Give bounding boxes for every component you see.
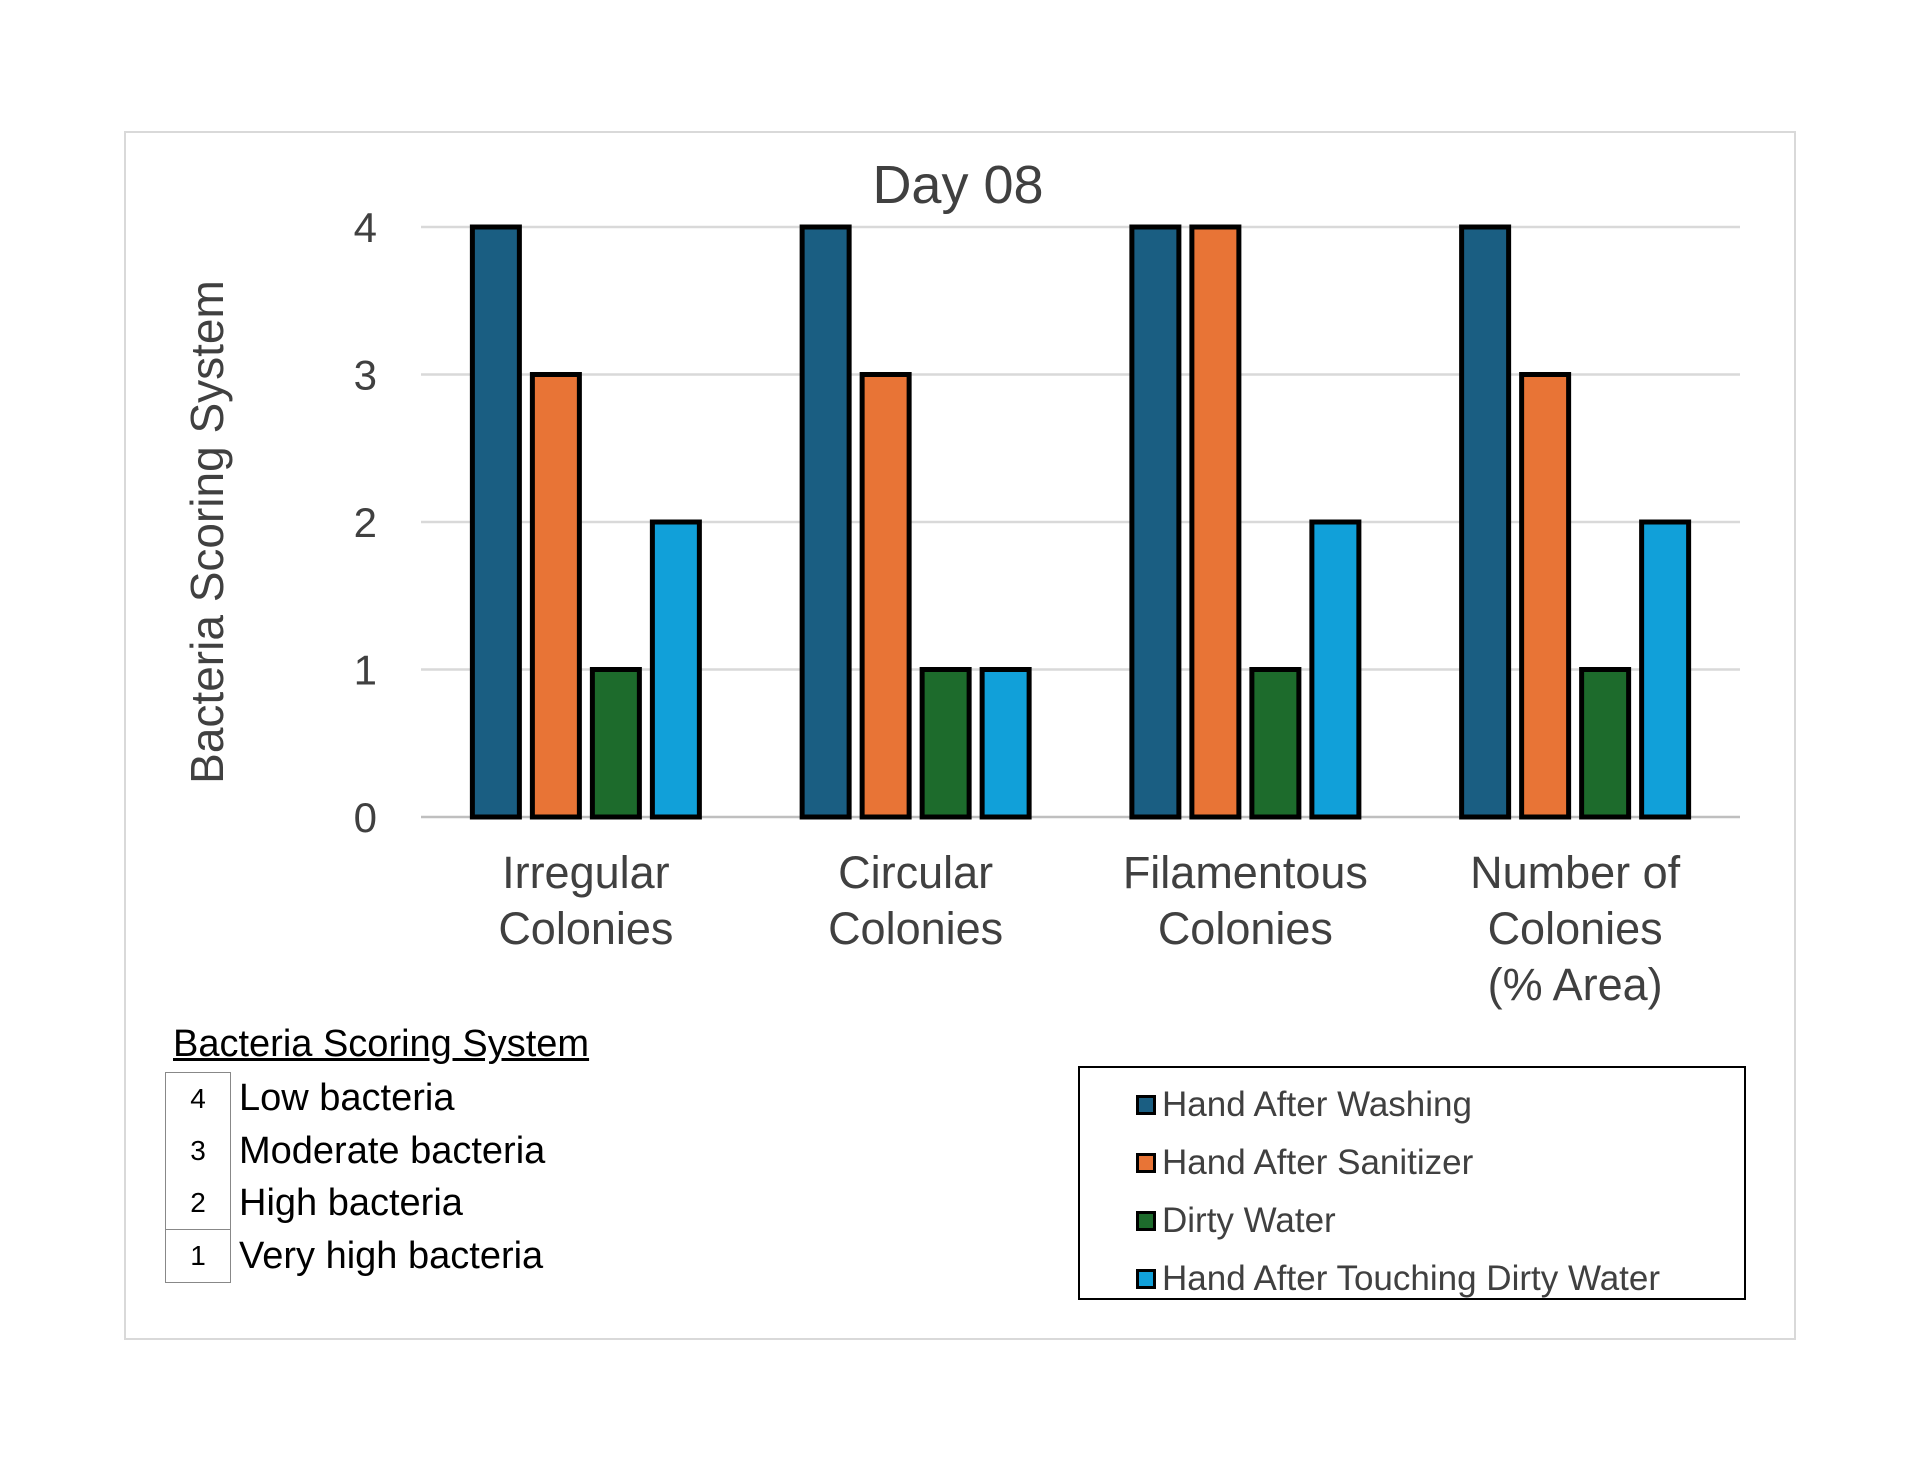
score-label: Very high bacteria <box>239 1234 544 1277</box>
x-tick-label-line: Colonies <box>828 903 1003 954</box>
score-label: High bacteria <box>239 1181 463 1224</box>
legend-item: Hand After Touching Dirty Water <box>1136 1250 1744 1308</box>
y-tick-label: 0 <box>354 794 377 841</box>
bar <box>919 667 972 820</box>
x-tick-label-line: Colonies <box>1488 903 1663 954</box>
scoring-row: 4 Low bacteria <box>165 1072 546 1125</box>
legend-label: Hand After Sanitizer <box>1162 1143 1474 1182</box>
score-value: 4 <box>165 1072 231 1125</box>
scoring-key-table: 4 Low bacteria 3 Moderate bacteria 2 Hig… <box>165 1072 546 1283</box>
x-tick-label-line: Filamentous <box>1123 847 1368 898</box>
scoring-row: 1 Very high bacteria <box>165 1229 546 1283</box>
x-tick-label-line: Colonies <box>498 903 673 954</box>
legend-item: Hand After Washing <box>1136 1076 1744 1134</box>
score-value: 1 <box>165 1229 231 1283</box>
score-value: 3 <box>165 1125 231 1177</box>
scoring-row: 2 High bacteria <box>165 1177 546 1230</box>
bar <box>979 667 1032 820</box>
bar <box>1309 519 1362 820</box>
bar <box>1189 224 1242 820</box>
x-tick-label-line: Irregular <box>502 847 670 898</box>
bar <box>1519 372 1572 820</box>
legend-swatch <box>1136 1095 1156 1115</box>
bar <box>799 224 852 820</box>
x-tick-label-line: Number of <box>1470 847 1681 898</box>
bar <box>649 519 702 820</box>
scoring-key-title: Bacteria Scoring System <box>173 1023 590 1065</box>
x-tick-label: Filamentous Colonies <box>1123 847 1368 954</box>
chart-legend: Hand After Washing Hand After Sanitizer … <box>1078 1066 1746 1300</box>
x-tick-label-line: (% Area) <box>1488 959 1663 1010</box>
bar <box>1459 224 1512 820</box>
score-label: Moderate bacteria <box>239 1129 546 1172</box>
x-tick-label: Irregular Colonies <box>498 847 673 954</box>
bar <box>1129 224 1182 820</box>
legend-swatch <box>1136 1153 1156 1173</box>
y-axis-label: Bacteria Scoring System <box>181 280 233 784</box>
legend-item: Hand After Sanitizer <box>1136 1134 1744 1192</box>
y-tick-label: 3 <box>354 352 377 399</box>
legend-item: Dirty Water <box>1136 1192 1744 1250</box>
score-value: 2 <box>165 1177 231 1230</box>
x-tick-label: Circular Colonies <box>828 847 1003 954</box>
bar <box>1639 519 1692 820</box>
x-tick-label: Number of Colonies (% Area) <box>1470 847 1681 1010</box>
scoring-key: Bacteria Scoring System 4 Low bacteria 3… <box>165 1022 685 1283</box>
score-label: Low bacteria <box>239 1077 455 1120</box>
y-tick-label: 1 <box>354 647 377 694</box>
bar <box>1579 667 1632 820</box>
y-tick-label: 2 <box>354 499 377 546</box>
scoring-row: 3 Moderate bacteria <box>165 1125 546 1177</box>
x-tick-label-line: Circular <box>838 847 993 898</box>
y-tick-labels: 0 1 2 3 4 <box>354 204 377 841</box>
bar <box>859 372 912 820</box>
bar <box>589 667 642 820</box>
bar <box>1249 667 1302 820</box>
y-tick-label: 4 <box>354 204 377 251</box>
bar <box>529 372 582 820</box>
legend-swatch <box>1136 1269 1156 1289</box>
legend-swatch <box>1136 1211 1156 1231</box>
legend-label: Dirty Water <box>1162 1201 1336 1240</box>
chart-frame <box>124 131 1796 1340</box>
legend-label: Hand After Touching Dirty Water <box>1162 1259 1660 1298</box>
x-tick-label-line: Colonies <box>1158 903 1333 954</box>
bars <box>469 224 1692 820</box>
chart-title: Day 08 <box>872 155 1043 215</box>
bar <box>469 224 522 820</box>
legend-label: Hand After Washing <box>1162 1085 1472 1124</box>
